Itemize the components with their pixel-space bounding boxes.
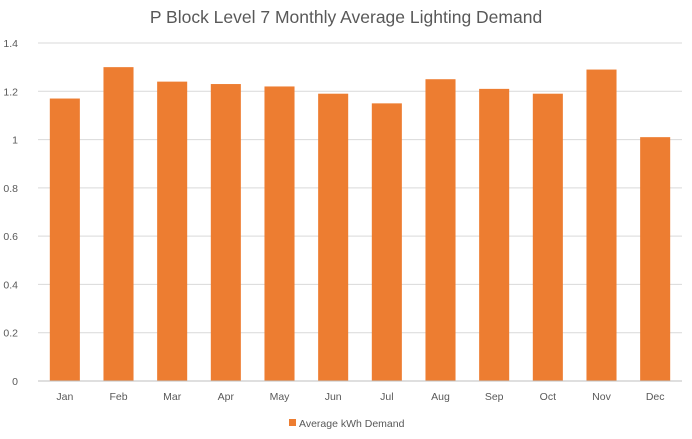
y-tick-label: 0.8: [3, 183, 18, 195]
y-tick-label: 1: [12, 135, 18, 147]
x-tick-label: Apr: [218, 391, 235, 403]
x-tick-label: Jul: [380, 391, 393, 403]
y-tick-label: 0.2: [3, 328, 18, 340]
bar: [157, 81, 188, 381]
y-tick-label: 0.4: [3, 279, 18, 291]
x-tick-label: Mar: [163, 391, 182, 403]
x-tick-label: Jan: [56, 391, 73, 403]
x-axis-ticks: Jan Feb Mar Apr May Jun Jul Aug Sep Oct Nov Dec: [56, 391, 664, 403]
legend-label: Average kWh Demand: [299, 418, 405, 430]
y-tick-label: 0.6: [3, 231, 18, 243]
legend: Average kWh Demand: [289, 418, 405, 430]
x-tick-label: Sep: [485, 391, 504, 403]
x-tick-label: Feb: [109, 391, 127, 403]
bar: [586, 69, 617, 382]
bars: [49, 67, 671, 382]
bar: [479, 88, 510, 381]
x-tick-label: Nov: [592, 391, 611, 403]
bar: [49, 98, 80, 382]
bar: [640, 137, 671, 381]
bar: [318, 93, 349, 381]
bar: [532, 93, 563, 381]
y-tick-label: 1.4: [3, 38, 18, 50]
y-axis-ticks: 0 0.2 0.4 0.6 0.8 1 1.2 1.4: [3, 38, 18, 388]
x-tick-label: Jun: [325, 391, 342, 403]
gridlines: [38, 42, 682, 334]
x-tick-label: Aug: [431, 391, 450, 403]
bar: [371, 103, 402, 381]
legend-swatch: [289, 419, 296, 426]
y-tick-label: 1.2: [3, 86, 18, 98]
bar: [425, 79, 456, 381]
bar: [210, 84, 241, 382]
bar: [264, 86, 295, 381]
x-tick-label: Oct: [540, 391, 556, 403]
chart-title: P Block Level 7 Monthly Average Lighting…: [150, 7, 542, 27]
bar: [103, 67, 134, 382]
x-tick-label: May: [270, 391, 291, 403]
x-tick-label: Dec: [646, 391, 665, 403]
y-tick-label: 0: [12, 376, 18, 388]
